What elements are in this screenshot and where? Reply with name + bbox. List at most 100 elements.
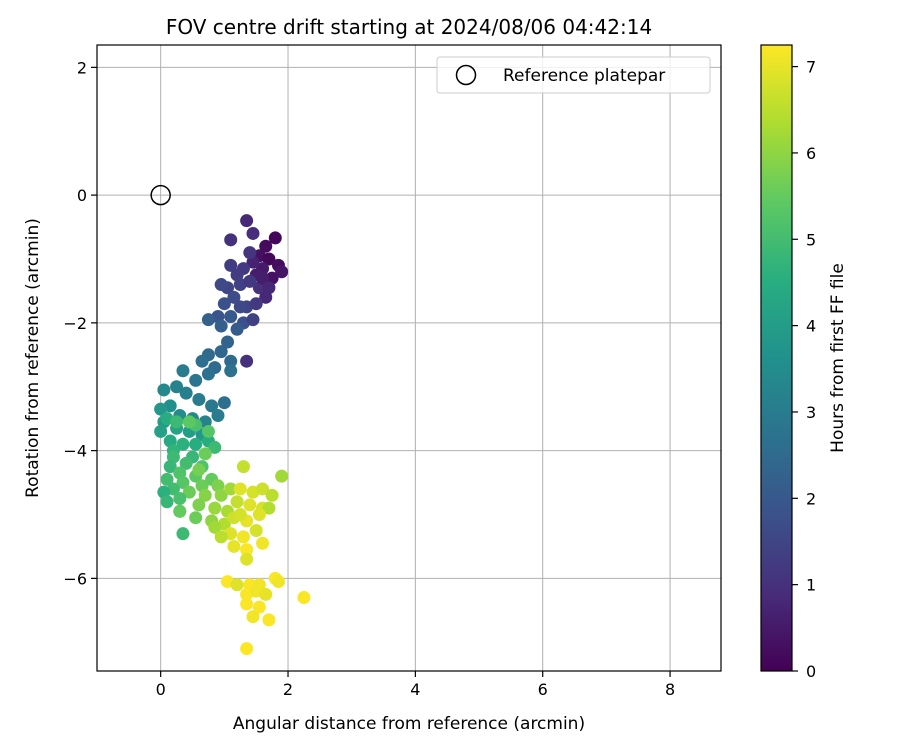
data-point <box>214 319 228 333</box>
data-point <box>233 300 247 314</box>
data-point <box>227 290 241 304</box>
x-tick-label: 4 <box>410 680 420 699</box>
y-axis-ticks: 2 0 −2 −4 −6 <box>63 58 97 588</box>
colorbar-tick-label: 2 <box>806 489 816 508</box>
data-point <box>189 373 203 387</box>
data-point <box>240 642 254 656</box>
data-point <box>208 501 222 515</box>
colorbar-tick-label: 6 <box>806 144 816 163</box>
data-point <box>249 523 263 537</box>
data-point <box>157 383 171 397</box>
legend: Reference platepar <box>436 56 711 94</box>
data-point <box>240 597 254 611</box>
data-point <box>189 437 203 451</box>
data-point <box>217 396 231 410</box>
data-point <box>262 281 276 295</box>
y-axis-label: Rotation from reference (arcmin) <box>23 218 43 498</box>
data-point <box>230 578 244 592</box>
y-tick-label: 0 <box>77 186 87 205</box>
x-tick-label: 8 <box>665 680 675 699</box>
data-point <box>214 488 228 502</box>
legend-open-circle-icon <box>455 64 477 86</box>
data-point <box>214 530 228 544</box>
data-point <box>240 552 254 566</box>
data-point <box>256 536 270 550</box>
data-point <box>205 399 219 413</box>
colorbar-tick-label: 4 <box>806 317 816 336</box>
data-point <box>195 354 209 368</box>
plot-background <box>97 45 721 671</box>
data-point <box>240 214 254 228</box>
legend-entry-label: Reference platepar <box>503 66 665 86</box>
data-point <box>243 246 257 260</box>
data-point <box>252 600 266 614</box>
data-point <box>192 463 206 477</box>
data-point <box>182 485 196 499</box>
data-point <box>198 488 212 502</box>
chart-title: FOV centre drift starting at 2024/08/06 … <box>166 15 652 39</box>
data-point <box>173 492 187 506</box>
data-point <box>214 278 228 292</box>
data-point <box>265 488 279 502</box>
data-point <box>236 460 250 474</box>
data-point <box>236 530 250 544</box>
colorbar-tick-label: 3 <box>806 403 816 422</box>
x-axis-label: Angular distance from reference (arcmin) <box>233 714 585 734</box>
data-point <box>271 575 285 589</box>
data-point <box>201 367 215 381</box>
grid-lines <box>97 45 721 671</box>
data-point <box>243 274 257 288</box>
data-point <box>246 313 260 327</box>
data-point <box>268 231 282 245</box>
data-point <box>214 345 228 359</box>
data-point <box>211 408 225 422</box>
legend-box <box>436 56 711 94</box>
data-point <box>230 322 244 336</box>
data-point <box>154 424 168 438</box>
data-point <box>163 460 177 474</box>
colorbar-tick-label: 0 <box>806 662 816 681</box>
data-point <box>179 456 193 470</box>
data-point <box>160 495 174 509</box>
data-point <box>189 511 203 525</box>
data-point <box>233 508 247 521</box>
data-point <box>192 498 206 512</box>
data-points <box>154 214 311 656</box>
data-point <box>176 437 190 451</box>
data-point <box>170 415 184 429</box>
plot-frame <box>96 44 722 672</box>
data-point <box>259 239 273 253</box>
data-point <box>217 297 231 311</box>
data-point <box>201 424 215 438</box>
data-point <box>233 482 247 496</box>
data-point <box>297 591 311 605</box>
x-axis-ticks: 0 2 4 6 8 <box>156 671 675 699</box>
data-point <box>262 613 276 627</box>
data-point <box>262 252 276 266</box>
data-point <box>192 393 206 407</box>
data-point <box>246 610 260 624</box>
data-point <box>224 258 238 272</box>
data-point <box>240 543 254 557</box>
data-point <box>176 476 190 490</box>
colorbar-tick-label: 7 <box>806 58 816 77</box>
data-point <box>160 472 174 486</box>
data-point <box>224 364 238 378</box>
data-point <box>170 380 184 394</box>
data-point <box>176 364 190 378</box>
data-point <box>230 495 244 509</box>
x-tick-label: 0 <box>156 680 166 699</box>
data-point <box>198 447 212 461</box>
colorbar-gradient <box>760 44 793 672</box>
x-tick-label: 6 <box>538 680 548 699</box>
data-point <box>221 335 235 349</box>
data-point <box>182 415 196 429</box>
data-point <box>154 402 168 416</box>
data-point <box>259 587 273 601</box>
plot-area: 0 2 4 6 8 2 0 −2 −4 −6 <box>63 44 722 699</box>
data-point <box>227 539 241 553</box>
data-point <box>179 386 193 400</box>
data-point <box>256 482 270 496</box>
data-point <box>176 527 190 541</box>
